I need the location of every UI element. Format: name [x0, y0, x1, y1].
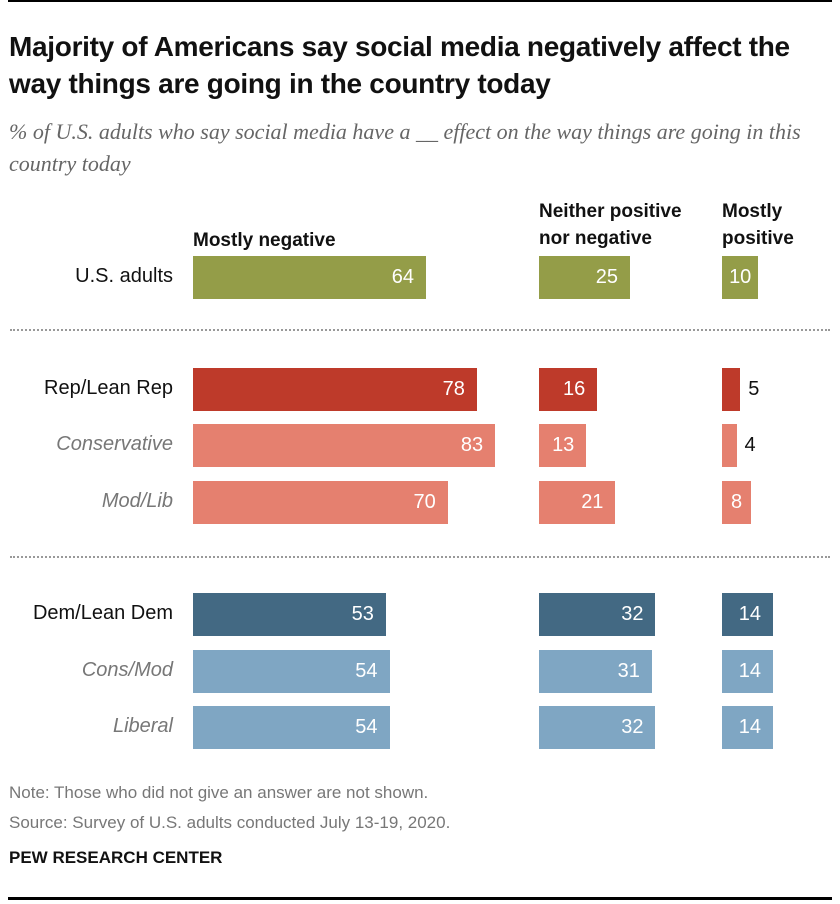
bar: [722, 256, 759, 299]
bottom-rule: [8, 897, 832, 900]
data-label: 32: [621, 716, 644, 738]
bar: [539, 593, 656, 636]
brand-logo-text: PEW RESEARCH CENTER: [9, 848, 223, 867]
bar: [193, 650, 390, 693]
data-label: 5: [748, 378, 760, 400]
divider: [10, 556, 830, 558]
source: Source: Survey of U.S. adults conducted …: [9, 813, 451, 832]
data-label: 13: [552, 434, 575, 456]
bar: [193, 593, 386, 636]
divider: [10, 329, 830, 331]
bar: [539, 256, 630, 299]
data-label: 21: [581, 491, 604, 513]
data-label: 4: [744, 434, 756, 456]
data-label: 16: [562, 378, 586, 400]
note: Note: Those who did not give an answer a…: [9, 783, 429, 802]
column-header-negative: Mostly negative: [193, 230, 336, 251]
bar: [539, 706, 656, 749]
data-label: 25: [595, 266, 618, 288]
data-label: 10: [729, 266, 752, 288]
row-label: Cons/Mod: [81, 659, 173, 681]
row-label: Dem/Lean Dem: [32, 602, 173, 624]
bar: [193, 368, 477, 411]
bar: [722, 650, 773, 693]
chart-subtitle: % of U.S. adults who say social media ha…: [9, 119, 801, 176]
data-label: 78: [442, 378, 465, 400]
bar: [539, 481, 616, 524]
column-header-positive: Mostly positive: [722, 201, 794, 249]
data-label: 14: [738, 660, 761, 682]
row-label: U.S. adults: [75, 265, 173, 287]
data-label: 14: [738, 603, 761, 625]
bar: [722, 481, 752, 524]
row-label: Conservative: [56, 433, 173, 455]
row-label: Rep/Lean Rep: [44, 377, 173, 399]
data-label: 70: [413, 491, 436, 513]
bar: [539, 368, 598, 411]
bar: [193, 256, 426, 299]
bar: [193, 424, 496, 467]
data-label: 53: [351, 603, 374, 625]
data-label: 8: [730, 491, 743, 513]
data-label: 54: [355, 660, 378, 682]
bar: [539, 424, 587, 467]
top-rule: [8, 0, 832, 2]
data-label: 32: [621, 603, 644, 625]
data-label: 64: [391, 266, 414, 288]
chart-title: Majority of Americans say social media n…: [9, 31, 790, 99]
row-label: Mod/Lib: [101, 490, 173, 512]
bar: [722, 593, 773, 636]
bar: [193, 706, 390, 749]
bar: [722, 706, 773, 749]
column-header-neither: Neither positive nor negative: [539, 201, 682, 249]
row-label: Liberal: [112, 715, 173, 737]
bar: [193, 481, 448, 524]
data-label: 54: [355, 716, 378, 738]
data-label: 31: [617, 660, 640, 682]
bar: [539, 650, 652, 693]
data-label: 14: [738, 716, 761, 738]
bar: [722, 424, 737, 467]
bar: [722, 368, 741, 411]
data-label: 83: [460, 434, 484, 456]
